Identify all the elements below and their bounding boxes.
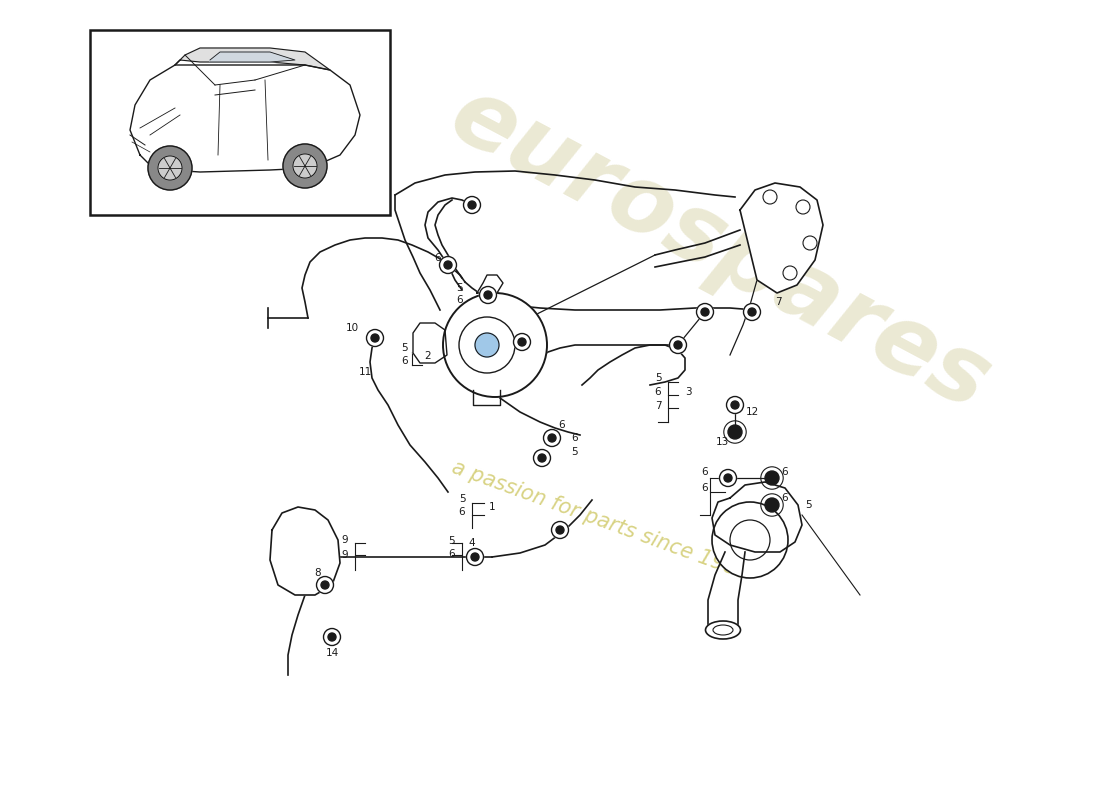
Circle shape <box>463 197 481 214</box>
Circle shape <box>548 434 556 442</box>
Text: 6: 6 <box>434 253 441 263</box>
Text: 6: 6 <box>449 549 455 559</box>
Circle shape <box>480 286 496 303</box>
Text: 6: 6 <box>782 493 789 503</box>
Text: 4: 4 <box>469 538 475 548</box>
Circle shape <box>518 338 526 346</box>
Text: 13: 13 <box>715 437 728 447</box>
Circle shape <box>748 308 756 316</box>
Polygon shape <box>130 65 360 172</box>
Text: 2: 2 <box>425 351 431 361</box>
Circle shape <box>466 549 484 566</box>
Text: 12: 12 <box>746 407 759 417</box>
Circle shape <box>158 156 183 180</box>
Circle shape <box>726 397 744 414</box>
Ellipse shape <box>705 621 740 639</box>
Polygon shape <box>477 275 503 293</box>
Text: 9: 9 <box>342 535 349 545</box>
Text: 5: 5 <box>805 500 812 510</box>
Text: a passion for parts since 1985: a passion for parts since 1985 <box>449 457 751 583</box>
Text: 5: 5 <box>572 447 579 457</box>
Text: 5: 5 <box>456 283 463 293</box>
Text: 6: 6 <box>702 483 708 493</box>
Circle shape <box>468 201 476 209</box>
Circle shape <box>724 474 732 482</box>
Circle shape <box>744 303 760 321</box>
Text: 6: 6 <box>459 507 465 517</box>
Text: 9: 9 <box>342 550 349 560</box>
Polygon shape <box>412 323 447 363</box>
Circle shape <box>696 303 714 321</box>
Circle shape <box>475 333 499 357</box>
Circle shape <box>534 450 550 466</box>
Polygon shape <box>210 52 295 62</box>
Circle shape <box>543 430 561 446</box>
Text: 5: 5 <box>402 343 408 353</box>
Circle shape <box>670 337 686 354</box>
Polygon shape <box>270 507 340 595</box>
Polygon shape <box>712 482 802 552</box>
Bar <box>355 327 370 345</box>
Circle shape <box>701 308 710 316</box>
Circle shape <box>730 520 770 560</box>
Circle shape <box>283 144 327 188</box>
Circle shape <box>459 317 515 373</box>
Circle shape <box>764 471 779 485</box>
Text: 10: 10 <box>345 323 359 333</box>
Circle shape <box>323 629 341 646</box>
Circle shape <box>764 498 779 512</box>
Circle shape <box>712 502 788 578</box>
Text: 5: 5 <box>459 494 465 504</box>
Circle shape <box>514 334 530 350</box>
Text: 11: 11 <box>359 367 372 377</box>
Circle shape <box>371 334 380 342</box>
Circle shape <box>538 454 546 462</box>
Circle shape <box>366 330 384 346</box>
Text: 6: 6 <box>559 420 565 430</box>
Circle shape <box>148 146 192 190</box>
Text: 3: 3 <box>684 387 691 397</box>
Text: 7: 7 <box>774 297 781 307</box>
Text: eurospares: eurospares <box>434 69 1005 431</box>
Circle shape <box>444 261 452 269</box>
Circle shape <box>471 553 478 561</box>
Text: 5: 5 <box>654 373 661 383</box>
Polygon shape <box>175 48 330 70</box>
Circle shape <box>732 401 739 409</box>
Circle shape <box>440 257 456 274</box>
Bar <box>90 30 390 215</box>
Text: 5: 5 <box>449 536 455 546</box>
Text: 6: 6 <box>572 433 579 443</box>
Circle shape <box>719 470 737 486</box>
Polygon shape <box>740 183 823 293</box>
Circle shape <box>293 154 317 178</box>
Circle shape <box>317 577 333 594</box>
Circle shape <box>443 293 547 397</box>
Text: 6: 6 <box>654 387 661 397</box>
Text: 6: 6 <box>782 467 789 477</box>
Circle shape <box>674 341 682 349</box>
Text: 6: 6 <box>402 356 408 366</box>
Circle shape <box>321 581 329 589</box>
Circle shape <box>328 633 336 641</box>
Text: 1: 1 <box>488 502 495 512</box>
Circle shape <box>556 526 564 534</box>
Text: 7: 7 <box>654 401 661 411</box>
Ellipse shape <box>713 625 733 635</box>
Circle shape <box>551 522 569 538</box>
Text: 6: 6 <box>702 467 708 477</box>
Text: 6: 6 <box>456 295 463 305</box>
Circle shape <box>484 291 492 299</box>
Text: 8: 8 <box>315 568 321 578</box>
Circle shape <box>728 425 743 439</box>
Text: 14: 14 <box>326 648 339 658</box>
